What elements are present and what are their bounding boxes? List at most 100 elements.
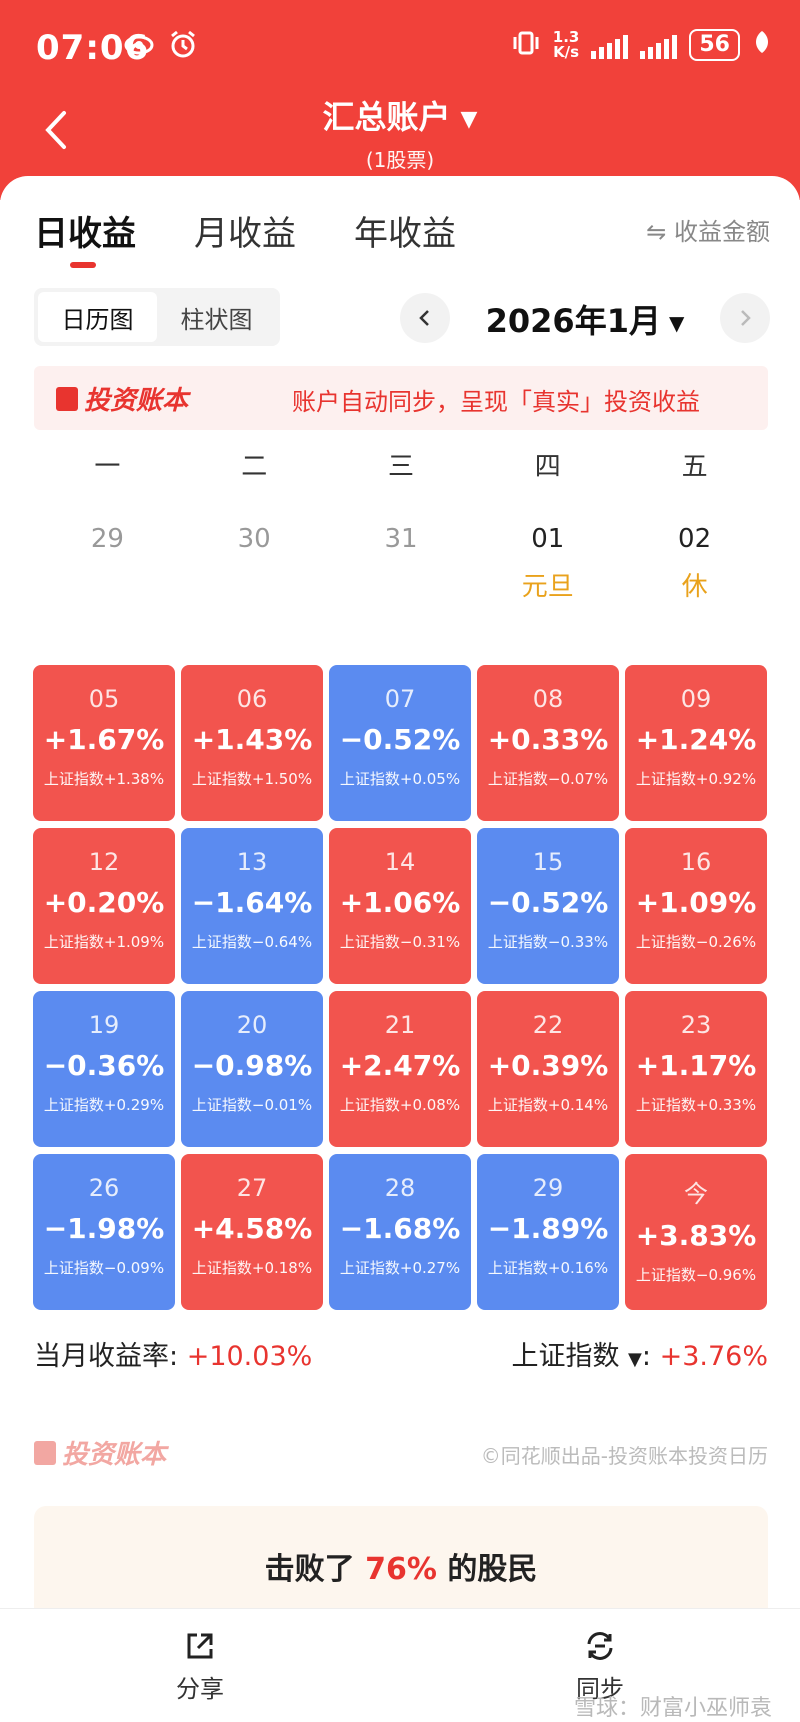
day-return: −0.52% [339,723,461,756]
monthly-summary: 当月收益率: +10.03% 上证指数 ▼: +3.76% [34,1341,768,1372]
banner-text: 账户自动同步，呈现「真实」投资收益 [292,388,700,416]
day-return: −0.52% [487,886,609,919]
day-cell[interactable]: 08 +0.33% 上证指数−0.07% [477,665,619,821]
index-return-value: +3.76% [659,1341,768,1372]
back-button[interactable] [36,105,76,155]
day-index-return: 上证指数+1.50% [191,770,313,788]
day-number: 27 [236,1174,268,1202]
day-number: 09 [680,685,712,713]
day-return: +0.39% [487,1049,609,1082]
day-cell[interactable]: 27 +4.58% 上证指数+0.18% [181,1154,323,1310]
watermark-text: 雪球：财富小巫师袁 [573,1696,772,1721]
day-cell[interactable]: 23 +1.17% 上证指数+0.33% [625,991,767,1147]
day-number: 07 [384,685,416,713]
day-cell[interactable]: 22 +0.39% 上证指数+0.14% [477,991,619,1147]
day-number: 今 [684,1180,708,1208]
day-return: −0.98% [191,1049,313,1082]
day-cell[interactable]: 06 +1.43% 上证指数+1.50% [181,665,323,821]
tab-bar: 日收益 月收益 年收益 [34,206,456,268]
day-index-return: 上证指数+0.16% [487,1259,609,1277]
day-index-return: 上证指数+0.29% [43,1096,165,1114]
day-number: 16 [680,848,712,876]
day-index-return: 上证指数−0.96% [635,1266,757,1284]
signal-icon-2 [640,31,678,59]
day-return: +3.83% [635,1219,757,1252]
weekday-fri: 五 [681,452,708,482]
day-cell[interactable]: 13 −1.64% 上证指数−0.64% [181,828,323,984]
day-cell[interactable]: 05 +1.67% 上证指数+1.38% [33,665,175,821]
day-number: 26 [88,1174,120,1202]
page-title: 汇总账户 [322,98,451,136]
page-subtitle: (1股票) [365,148,435,172]
day-return: +1.24% [635,723,757,756]
day-index-return: 上证指数−0.64% [191,933,313,951]
next-month-button[interactable] [720,293,770,343]
holiday-label: 休 [681,572,708,602]
day-return: −1.98% [43,1212,165,1245]
caret-down-icon: ▼ [668,311,685,335]
month-label: 2026年1月 [485,302,661,340]
day-cell[interactable]: 16 +1.09% 上证指数−0.26% [625,828,767,984]
day-return: +2.47% [339,1049,461,1082]
ledger-logo-icon [56,386,78,411]
weekday-tue: 二 [241,452,268,482]
day-return: −1.64% [191,886,313,919]
day-index-return: 上证指数+0.14% [487,1096,609,1114]
calendar-view-button[interactable]: 日历图 [38,292,157,342]
monthly-return-label: 当月收益率: [34,1341,179,1372]
day-cell[interactable]: 28 −1.68% 上证指数+0.27% [329,1154,471,1310]
day-return: +0.33% [487,723,609,756]
promo-banner[interactable]: 投资账本 账户自动同步，呈现「真实」投资收益 [34,366,768,430]
weekday-header: 一 二 三 四 五 [34,446,768,483]
bottom-action-bar: 分享 同步 [0,1608,800,1722]
day-index-return: 上证指数−0.09% [43,1259,165,1277]
day-index-return: 上证指数+0.08% [339,1096,461,1114]
tab-yearly[interactable]: 年收益 [354,214,456,254]
toggle-amount-button[interactable]: ⇋ 收益金额 [646,218,770,246]
eye-icon [124,30,154,60]
day-number: 20 [236,1011,268,1039]
calendar-day: 29 [90,524,124,554]
view-switch: 日历图 柱状图 [34,288,280,346]
day-cell[interactable]: 14 +1.06% 上证指数−0.31% [329,828,471,984]
tab-daily[interactable]: 日收益 [34,206,136,268]
day-cell[interactable]: 今 +3.83% 上证指数−0.96% [625,1154,767,1310]
holiday-label: 元旦 [521,572,574,602]
signal-icon [591,31,629,59]
day-cell[interactable]: 15 −0.52% 上证指数−0.33% [477,828,619,984]
sync-button[interactable]: 同步 [540,1629,660,1704]
day-number: 23 [680,1011,712,1039]
calendar-day: 01 元旦 [474,524,621,603]
leaf-icon [752,29,772,61]
day-index-return: 上证指数+0.05% [339,770,461,788]
day-cell[interactable]: 21 +2.47% 上证指数+0.08% [329,991,471,1147]
account-selector[interactable]: 汇总账户 ▼ (1股票) [0,92,800,173]
day-number: 22 [532,1011,564,1039]
day-number: 06 [236,685,268,713]
day-cell[interactable]: 07 −0.52% 上证指数+0.05% [329,665,471,821]
chevron-left-icon [419,310,429,326]
calendar-day: 02 休 [621,524,768,603]
day-cell[interactable]: 20 −0.98% 上证指数−0.01% [181,991,323,1147]
weekday-thu: 四 [534,452,561,482]
tab-monthly[interactable]: 月收益 [194,214,296,254]
month-picker[interactable]: 2026年1月 ▼ [400,296,770,342]
calendar-day: 31 [384,524,418,554]
day-cell[interactable]: 29 −1.89% 上证指数+0.16% [477,1154,619,1310]
day-cell[interactable]: 09 +1.24% 上证指数+0.92% [625,665,767,821]
day-cell[interactable]: 12 +0.20% 上证指数+1.09% [33,828,175,984]
day-cell[interactable]: 26 −1.98% 上证指数−0.09% [33,1154,175,1310]
footer-brand: 投资账本 ©同花顺出品-投资账本投资日历 [34,1434,768,1474]
prev-month-button[interactable] [400,293,450,343]
index-selector[interactable]: 上证指数 ▼ [511,1341,642,1372]
share-button[interactable]: 分享 [140,1629,260,1704]
invest-ledger-logo: 投资账本 [34,1434,166,1471]
net-speed: 1.3 K/s [552,28,580,61]
day-number: 08 [532,685,564,713]
day-index-return: 上证指数+1.09% [43,933,165,951]
invest-ledger-logo: 投资账本 [56,380,188,417]
bar-view-button[interactable]: 柱状图 [180,305,253,334]
day-number: 21 [384,1011,416,1039]
day-cell[interactable]: 19 −0.36% 上证指数+0.29% [33,991,175,1147]
app-header: 07:06 1.3 K/s 56 [0,0,800,200]
